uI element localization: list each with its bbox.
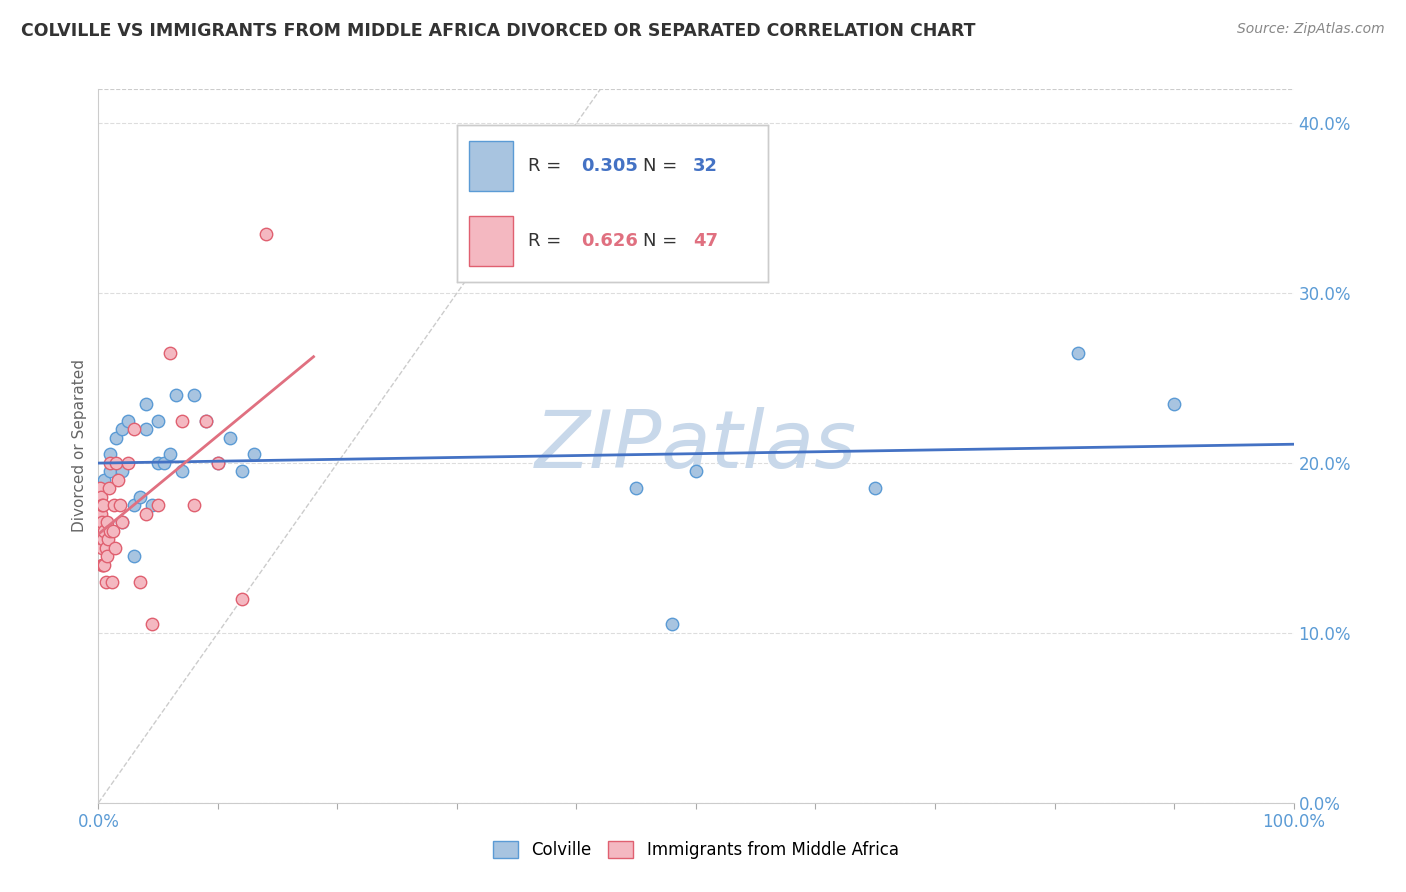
Point [172,413,194,427]
Point [108,499,131,513]
Point [89,524,111,538]
Point [98,448,122,462]
Legend: Colville, Immigrants from Middle Africa: Colville, Immigrants from Middle Africa [486,834,905,866]
Point [94,574,117,589]
Text: COLVILLE VS IMMIGRANTS FROM MIDDLE AFRICA DIVORCED OR SEPARATED CORRELATION CHAR: COLVILLE VS IMMIGRANTS FROM MIDDLE AFRIC… [21,22,976,40]
Point [93,558,115,572]
Point [231,465,253,479]
Point [243,448,266,462]
Point [231,591,253,606]
Y-axis label: Divorced or Separated: Divorced or Separated [72,359,87,533]
Point [141,617,163,632]
Point [135,396,157,410]
Point [91,516,114,530]
Point [129,574,152,589]
Point [195,413,218,427]
Point [141,499,163,513]
Point [91,524,114,538]
Point [1163,396,1185,410]
Point [91,558,114,572]
Point [111,465,134,479]
Point [90,533,112,547]
Point [111,422,134,436]
Point [96,516,118,530]
Point [101,524,124,538]
Point [135,507,157,521]
Point [89,533,111,547]
Point [148,413,170,427]
Point [104,541,127,555]
Point [98,524,122,538]
Point [219,430,242,444]
Point [98,465,122,479]
Point [685,465,707,479]
Point [129,490,152,504]
Point [207,456,229,470]
Point [165,388,187,402]
Point [135,422,157,436]
Text: Source: ZipAtlas.com: Source: ZipAtlas.com [1237,22,1385,37]
Point [91,533,114,547]
Point [97,533,120,547]
Point [111,516,134,530]
Point [661,617,683,632]
Point [91,499,114,513]
Point [254,227,277,241]
Point [89,482,111,496]
Point [100,574,122,589]
Point [124,549,146,564]
Point [1067,345,1090,359]
Point [124,422,146,436]
Point [105,430,128,444]
Point [90,516,112,530]
Point [183,388,205,402]
Point [107,473,129,487]
Point [111,516,134,530]
Point [159,448,181,462]
Point [195,413,218,427]
Point [89,507,111,521]
Point [159,345,181,359]
Point [124,499,146,513]
Point [865,482,887,496]
Point [91,499,114,513]
Point [148,456,170,470]
Point [90,490,112,504]
Point [172,465,194,479]
Text: ZIPatlas: ZIPatlas [534,407,858,485]
Point [207,456,229,470]
Point [626,482,648,496]
Point [91,541,114,555]
Point [153,456,176,470]
Point [93,473,115,487]
Point [117,456,139,470]
Point [91,558,114,572]
Point [148,499,170,513]
Point [93,524,115,538]
Point [117,413,139,427]
Point [98,456,122,470]
Point [98,482,121,496]
Point [103,499,125,513]
Point [96,549,118,564]
Point [90,507,112,521]
Point [105,456,128,470]
Point [183,499,205,513]
Point [94,541,117,555]
